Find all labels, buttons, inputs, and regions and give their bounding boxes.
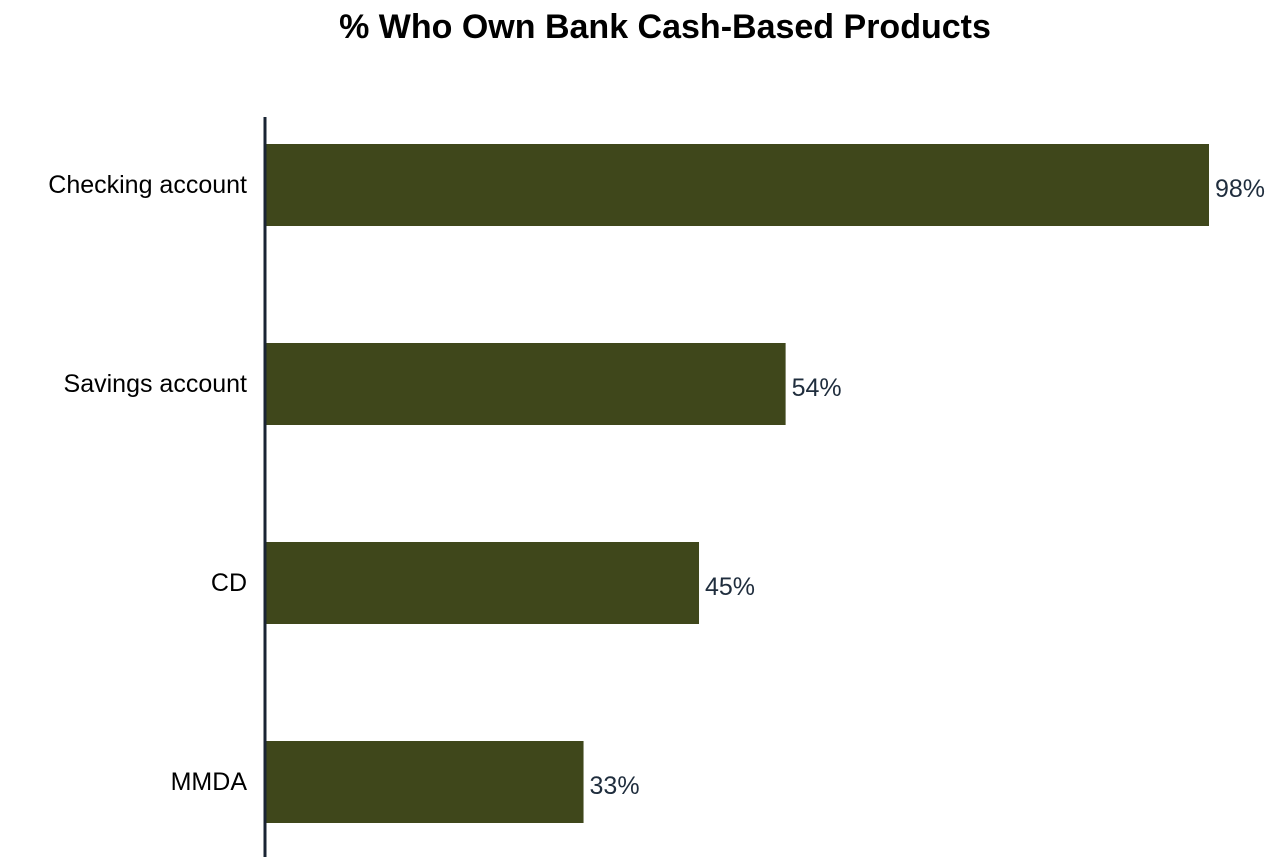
value-label-savings-account: 54%	[792, 374, 842, 402]
bar-savings-account	[266, 343, 786, 425]
category-label-cd: CD	[211, 569, 247, 597]
category-label-checking-account: Checking account	[48, 171, 247, 199]
bar-cd	[266, 542, 700, 624]
value-label-checking-account: 98%	[1215, 175, 1265, 203]
bar-checking-account	[266, 144, 1209, 226]
bar-mmda	[266, 741, 584, 823]
bars-group: Checking account 98% Savings account 54% CD 4…	[48, 144, 1265, 823]
category-label-mmda: MMDA	[171, 768, 248, 796]
chart-title: % Who Own Bank Cash-Based Products	[339, 8, 991, 46]
value-label-cd: 45%	[705, 573, 755, 601]
value-label-mmda: 33%	[590, 772, 640, 800]
category-label-savings-account: Savings account	[64, 370, 248, 398]
